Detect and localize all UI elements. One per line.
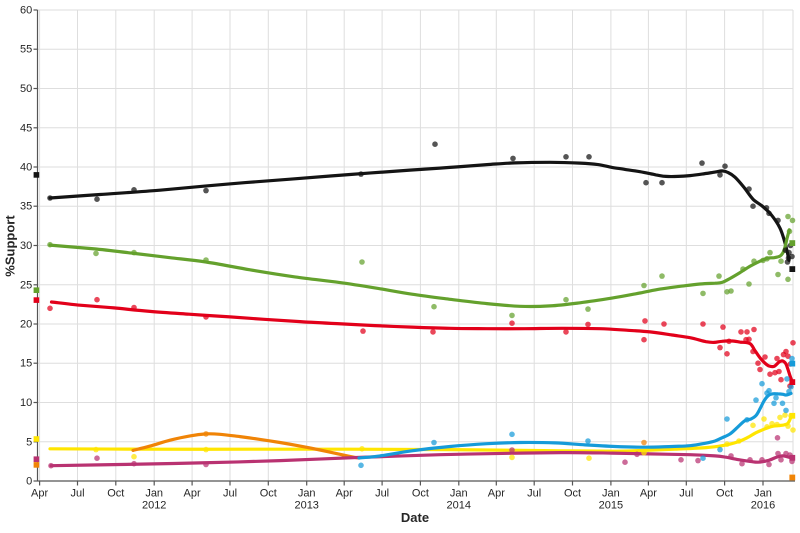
svg-text:Jan: Jan <box>298 488 316 500</box>
svg-text:Apr: Apr <box>640 488 657 500</box>
svg-text:35: 35 <box>20 201 32 213</box>
svg-text:Date: Date <box>401 510 429 525</box>
svg-text:Jan: Jan <box>145 488 163 500</box>
svg-text:Jul: Jul <box>375 488 389 500</box>
svg-text:2013: 2013 <box>294 500 318 512</box>
svg-text:60: 60 <box>20 5 32 17</box>
svg-text:40: 40 <box>20 162 32 174</box>
svg-text:Jul: Jul <box>70 488 84 500</box>
svg-text:55: 55 <box>20 44 32 56</box>
svg-text:2012: 2012 <box>142 500 166 512</box>
svg-text:10: 10 <box>20 397 32 409</box>
svg-text:Oct: Oct <box>260 488 277 500</box>
svg-text:25: 25 <box>20 279 32 291</box>
svg-text:Oct: Oct <box>564 488 581 500</box>
svg-text:5: 5 <box>26 436 32 448</box>
svg-text:15: 15 <box>20 358 32 370</box>
svg-text:20: 20 <box>20 319 32 331</box>
svg-text:0: 0 <box>26 476 32 488</box>
svg-text:50: 50 <box>20 83 32 95</box>
svg-text:30: 30 <box>20 240 32 252</box>
svg-text:Jul: Jul <box>527 488 541 500</box>
svg-text:2014: 2014 <box>447 500 471 512</box>
svg-text:Jul: Jul <box>679 488 693 500</box>
svg-text:Oct: Oct <box>716 488 733 500</box>
svg-text:2016: 2016 <box>751 500 775 512</box>
svg-text:Oct: Oct <box>107 488 124 500</box>
svg-text:Apr: Apr <box>31 488 48 500</box>
svg-text:Apr: Apr <box>336 488 353 500</box>
svg-text:Jul: Jul <box>223 488 237 500</box>
svg-text:Jan: Jan <box>754 488 772 500</box>
svg-text:Oct: Oct <box>412 488 429 500</box>
svg-text:Apr: Apr <box>184 488 201 500</box>
svg-text:Jan: Jan <box>450 488 468 500</box>
svg-text:45: 45 <box>20 122 32 134</box>
svg-text:2015: 2015 <box>599 500 623 512</box>
svg-text:Jan: Jan <box>602 488 620 500</box>
svg-text:Apr: Apr <box>488 488 505 500</box>
svg-text:%Support: %Support <box>2 215 17 277</box>
